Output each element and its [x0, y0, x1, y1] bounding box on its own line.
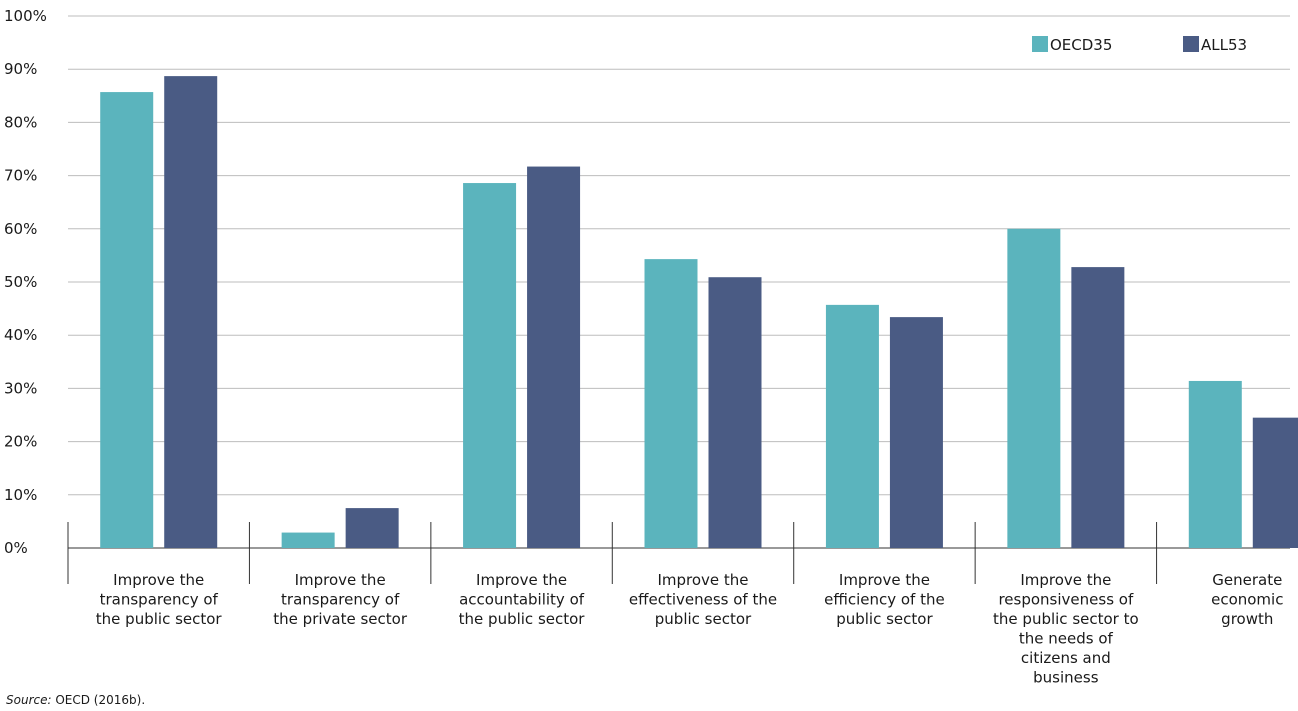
category-label-line: the public sector to: [993, 610, 1139, 628]
category-label-line: responsiveness of: [998, 591, 1133, 609]
bar-all53: [164, 76, 218, 548]
y-tick-label: 10%: [4, 486, 37, 504]
category-label-line: Improve the: [839, 571, 930, 589]
legend-label-all53: ALL53: [1201, 36, 1247, 54]
source-label: Source:: [6, 693, 52, 707]
category-label: Improve the effectiveness of the public se…: [629, 571, 777, 628]
category-label-line: citizens and: [1021, 649, 1111, 667]
bar-all53: [345, 508, 399, 548]
bar-all53: [527, 166, 581, 548]
source-text: OECD (2016b).: [51, 693, 146, 707]
y-tick-label: 90%: [4, 60, 37, 78]
category-label: Improve the transparency of the public sec…: [96, 571, 223, 628]
category-label-line: transparency of: [281, 591, 400, 609]
category-label-line: the public sector: [96, 610, 223, 628]
bar-oecd35: [100, 92, 154, 549]
bar-oecd35: [463, 183, 517, 548]
y-tick-label: 70%: [4, 167, 37, 185]
legend-label-oecd35: OECD35: [1050, 36, 1112, 54]
category-label: Improve the transparency of the private se…: [273, 571, 408, 628]
category-label-line: economic: [1211, 591, 1283, 609]
bar-oecd35: [1188, 380, 1242, 548]
source-note: Source: OECD (2016b).: [6, 693, 145, 707]
y-tick-label: 60%: [4, 220, 37, 238]
category-label-line: effectiveness of the: [629, 591, 777, 609]
category-label: Improve the responsiveness of the public s…: [993, 571, 1139, 687]
bar-all53: [1071, 267, 1125, 548]
category-label-line: accountability of: [459, 591, 585, 609]
category-label-line: the needs of: [1019, 630, 1114, 648]
bar-all53: [708, 277, 762, 548]
y-tick-label: 20%: [4, 433, 37, 451]
category-labels: Improve the transparency of the public sec…: [96, 571, 1284, 687]
bar-oecd35: [825, 304, 879, 548]
category-label-line: Improve the: [1020, 571, 1111, 589]
category-label-line: transparency of: [100, 591, 219, 609]
category-label-line: business: [1033, 669, 1099, 687]
category-label-line: Generate: [1212, 571, 1282, 589]
category-label-line: growth: [1221, 610, 1273, 628]
category-label: Improve the accountability of the public s…: [459, 571, 586, 628]
y-tick-label: 40%: [4, 326, 37, 344]
category-label-line: Improve the: [295, 571, 386, 589]
bar-all53: [1252, 417, 1298, 548]
y-tick-label: 100%: [4, 7, 47, 25]
category-label-line: Improve the: [113, 571, 204, 589]
category-label-line: public sector: [655, 610, 752, 628]
y-tick-label: 30%: [4, 379, 37, 397]
category-label-line: public sector: [836, 610, 933, 628]
bar-oecd35: [644, 259, 698, 548]
y-tick-label: 0%: [4, 539, 28, 557]
legend: OECD35 ALL53: [1032, 36, 1247, 54]
category-label: Improve the efficiency of the public secto…: [824, 571, 945, 628]
legend-swatch-all53: [1183, 36, 1199, 52]
category-label: Generate economic growth: [1211, 571, 1283, 628]
category-label-line: efficiency of the: [824, 591, 945, 609]
category-label-line: the public sector: [459, 610, 586, 628]
legend-swatch-oecd35: [1032, 36, 1048, 52]
category-label-line: Improve the: [657, 571, 748, 589]
bars: [100, 76, 1298, 549]
bar-oecd35: [1007, 228, 1061, 549]
category-label-line: the private sector: [273, 610, 408, 628]
bar-all53: [889, 317, 943, 548]
bar-oecd35: [281, 532, 335, 548]
y-axis-ticks: 0% 10% 20% 30% 40% 50% 60% 70% 80% 90% 100%: [4, 7, 47, 557]
y-tick-label: 80%: [4, 113, 37, 131]
y-tick-label: 50%: [4, 273, 37, 291]
category-label-line: Improve the: [476, 571, 567, 589]
